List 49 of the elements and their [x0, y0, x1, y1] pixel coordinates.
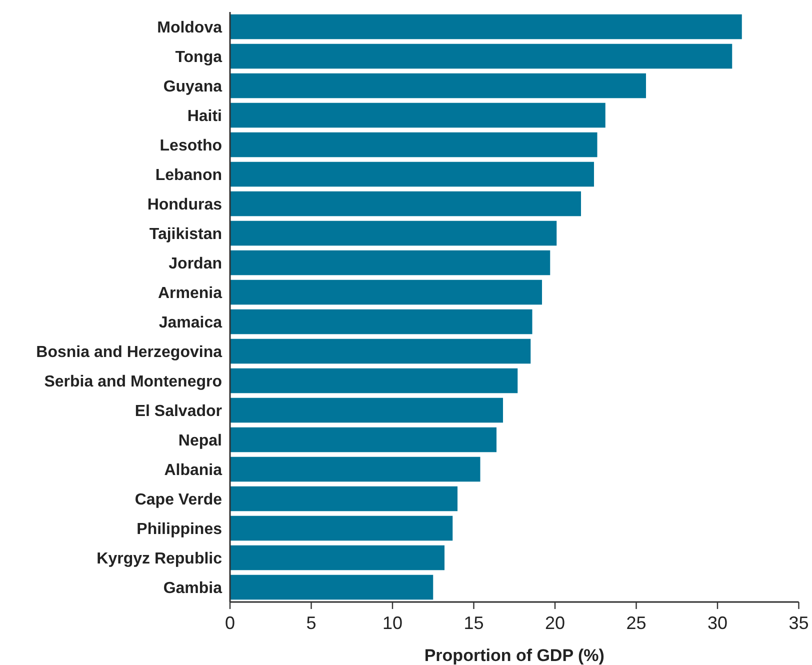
y-tick-label: Lesotho	[160, 137, 222, 154]
bar	[230, 516, 453, 541]
y-tick-label: Cape Verde	[134, 491, 222, 508]
bar	[230, 368, 518, 394]
y-tick-label: Tonga	[175, 48, 222, 66]
y-tick-label: Tajikistan	[149, 226, 222, 243]
bar	[230, 44, 732, 69]
y-tick-label: Haiti	[187, 108, 222, 125]
y-tick-label: Serbia and Montenegro	[44, 373, 222, 390]
y-tick-label: Moldova	[157, 19, 222, 36]
bar	[230, 574, 434, 600]
bar	[230, 250, 550, 276]
x-tick-label: 25	[626, 613, 646, 633]
bar	[230, 486, 458, 512]
y-tick-label: Bosnia and Herzegovina	[36, 344, 222, 361]
bar	[230, 14, 742, 40]
y-tick-label: Kyrgyz Republic	[96, 550, 222, 568]
bar	[230, 102, 606, 128]
bar	[230, 398, 503, 423]
x-tick-label: 30	[707, 613, 728, 633]
y-tick-label: Lebanon	[155, 166, 222, 184]
x-tick-label: 10	[382, 613, 403, 633]
y-tick-label: Armenia	[158, 284, 222, 302]
bar	[230, 456, 480, 482]
bar	[230, 309, 532, 334]
bar	[230, 338, 531, 364]
bar	[230, 220, 557, 246]
x-axis-title: Proportion of GDP (%)	[424, 646, 604, 665]
y-tick-label: Gambia	[163, 580, 222, 597]
bar	[230, 73, 646, 98]
x-tick-label: 35	[788, 613, 809, 633]
bar	[230, 162, 594, 187]
bar	[230, 132, 598, 158]
x-tick-label: 5	[306, 613, 316, 633]
y-tick-label: Philippines	[136, 520, 222, 538]
y-tick-label: Nepal	[178, 432, 222, 450]
x-tick-label: 20	[544, 613, 566, 633]
y-tick-label: Honduras	[147, 196, 222, 214]
x-tick-label: 15	[464, 613, 484, 633]
y-tick-label: El Salvador	[134, 402, 222, 420]
bar	[230, 427, 496, 452]
x-tick-label: 0	[224, 613, 236, 633]
y-tick-label: Jordan	[168, 255, 222, 272]
bar	[230, 280, 542, 305]
bar	[230, 191, 581, 216]
y-tick-label: Albania	[164, 462, 222, 479]
y-tick-label: Jamaica	[158, 314, 222, 332]
y-tick-label: Guyana	[163, 78, 222, 96]
bar	[230, 545, 444, 570]
